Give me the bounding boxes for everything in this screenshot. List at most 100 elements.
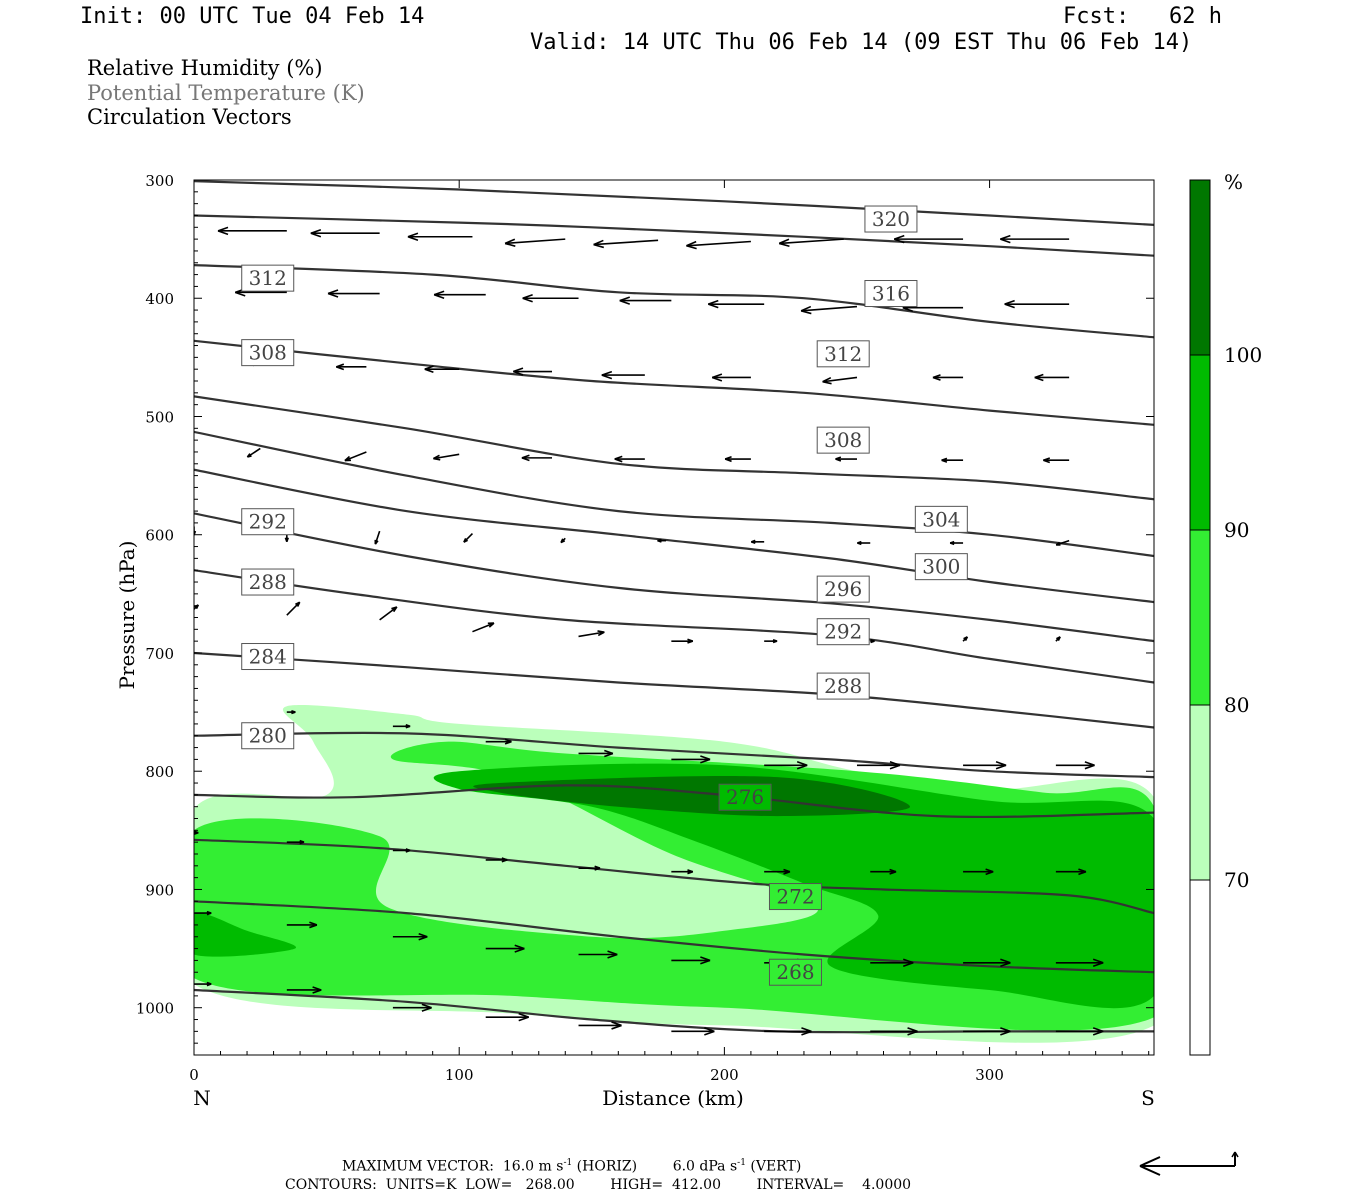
wind-vector bbox=[822, 376, 858, 385]
colorbar-empty bbox=[1190, 880, 1210, 1055]
contour-label-284: 284 bbox=[241, 643, 295, 671]
x-end-label-south: S bbox=[1141, 1086, 1155, 1110]
wind-vector bbox=[1055, 636, 1061, 642]
y-tick-label: 600 bbox=[145, 527, 174, 545]
colorbar-bin-70 bbox=[1190, 705, 1210, 880]
colorbar-bin-80 bbox=[1190, 530, 1210, 705]
y-tick-label: 900 bbox=[145, 881, 174, 899]
x-tick-label: 0 bbox=[189, 1066, 199, 1084]
rh-region-90 bbox=[433, 763, 1154, 1009]
contour-label-280: 280 bbox=[241, 722, 295, 750]
wind-vector bbox=[485, 738, 512, 745]
contour-label-308: 308 bbox=[241, 339, 295, 367]
wind-vector bbox=[522, 293, 579, 303]
wind-vector bbox=[485, 857, 508, 863]
wind-vector bbox=[857, 540, 871, 546]
wind-vector bbox=[686, 240, 751, 250]
reference-vector-icon bbox=[1139, 1151, 1239, 1176]
init-time: Init: 00 UTC Tue 04 Feb 14 bbox=[80, 4, 425, 29]
max-horiz-unit: (HORIZ) bbox=[576, 1158, 638, 1175]
contour-label-320: 320 bbox=[864, 205, 918, 233]
wind-vector bbox=[286, 839, 305, 845]
wind-vector bbox=[374, 530, 381, 545]
contour-label-text: 296 bbox=[824, 577, 862, 601]
contour-label-288: 288 bbox=[816, 672, 870, 700]
wind-vector bbox=[1055, 1027, 1104, 1036]
colorbar-label: 90 bbox=[1224, 518, 1249, 542]
contour-label-text: 312 bbox=[249, 266, 287, 290]
contour-label-text: 272 bbox=[776, 885, 814, 909]
wind-vector bbox=[671, 956, 711, 965]
wind-vector bbox=[560, 537, 566, 544]
wind-vector bbox=[835, 456, 857, 462]
colorbar-frame bbox=[1189, 179, 1211, 1056]
contour-label-text: 312 bbox=[824, 342, 862, 366]
colorbar-unit: % bbox=[1224, 170, 1243, 194]
wind-vector bbox=[778, 238, 844, 248]
wind-vector bbox=[217, 226, 287, 236]
y-tick-label: 500 bbox=[145, 408, 174, 426]
theta-contour-300 bbox=[194, 468, 1154, 604]
wind-vector bbox=[379, 606, 398, 621]
max-horiz-exp: -1 bbox=[563, 1158, 573, 1168]
wind-vector bbox=[870, 1027, 918, 1036]
theta-contour-320 bbox=[194, 180, 1154, 226]
theta-contour-292 bbox=[194, 512, 1154, 643]
theta-contour bbox=[194, 214, 1154, 257]
wind-vector bbox=[671, 869, 694, 875]
wind-vector bbox=[708, 299, 765, 309]
contour-label-text: 288 bbox=[249, 570, 287, 594]
theta-contour-280 bbox=[194, 731, 1154, 779]
wind-vector bbox=[286, 986, 322, 994]
wind-vector bbox=[963, 958, 1011, 968]
wind-vector bbox=[1004, 299, 1070, 309]
wind-vector bbox=[578, 865, 601, 871]
y-axis-label: Pressure (hPa) bbox=[115, 541, 139, 690]
wind-vector bbox=[671, 755, 711, 764]
wind-vector bbox=[578, 749, 614, 758]
contour-label-text: 292 bbox=[249, 510, 287, 534]
wind-vector bbox=[513, 367, 553, 376]
contour-label-text: 284 bbox=[249, 645, 287, 669]
theta-contour-276 bbox=[194, 838, 1154, 915]
wind-vector bbox=[578, 1021, 622, 1030]
wind-vector bbox=[407, 232, 473, 242]
wind-vector bbox=[286, 601, 301, 616]
wind-vector bbox=[246, 447, 261, 458]
colorbar-label: 100 bbox=[1224, 343, 1262, 367]
theta-contour-316 bbox=[194, 264, 1154, 339]
wind-vector bbox=[463, 532, 474, 543]
wind-vector bbox=[932, 374, 964, 381]
y-tick-label: 800 bbox=[145, 763, 174, 781]
contour-label-text: 308 bbox=[824, 428, 862, 452]
contour-label-296: 296 bbox=[816, 575, 870, 603]
colorbar-label: 70 bbox=[1224, 868, 1249, 892]
colorbar-bin-100 bbox=[1190, 180, 1210, 355]
contour-label-text: 316 bbox=[872, 282, 910, 306]
theta-contour-284 bbox=[194, 651, 1154, 729]
wind-vector bbox=[764, 638, 778, 644]
wind-vector bbox=[286, 709, 296, 715]
wind-vector bbox=[870, 638, 875, 644]
max-horiz-value: 16.0 m s bbox=[502, 1158, 564, 1175]
max-vector-label: MAXIMUM VECTOR: bbox=[342, 1158, 494, 1175]
y-tick-label: 400 bbox=[145, 290, 174, 308]
wind-vector bbox=[764, 761, 808, 770]
x-tick-label: 200 bbox=[710, 1066, 739, 1084]
contour-label-288: 288 bbox=[241, 568, 295, 596]
wind-vector bbox=[433, 453, 460, 461]
wind-vector bbox=[194, 830, 199, 835]
contour-label-text: 268 bbox=[776, 960, 814, 984]
wind-vector bbox=[764, 1027, 812, 1036]
wind-vector bbox=[870, 958, 914, 968]
contour-label-text: 276 bbox=[726, 785, 764, 809]
wind-vector bbox=[962, 636, 969, 642]
wind-vector bbox=[614, 455, 645, 463]
wind-vector bbox=[1000, 234, 1070, 244]
contour-label-276: 276 bbox=[718, 783, 772, 811]
contour-label-text: 288 bbox=[824, 674, 862, 698]
wind-vector bbox=[327, 289, 380, 298]
wind-vector bbox=[392, 1003, 432, 1012]
contour-label-text: 304 bbox=[922, 507, 960, 531]
